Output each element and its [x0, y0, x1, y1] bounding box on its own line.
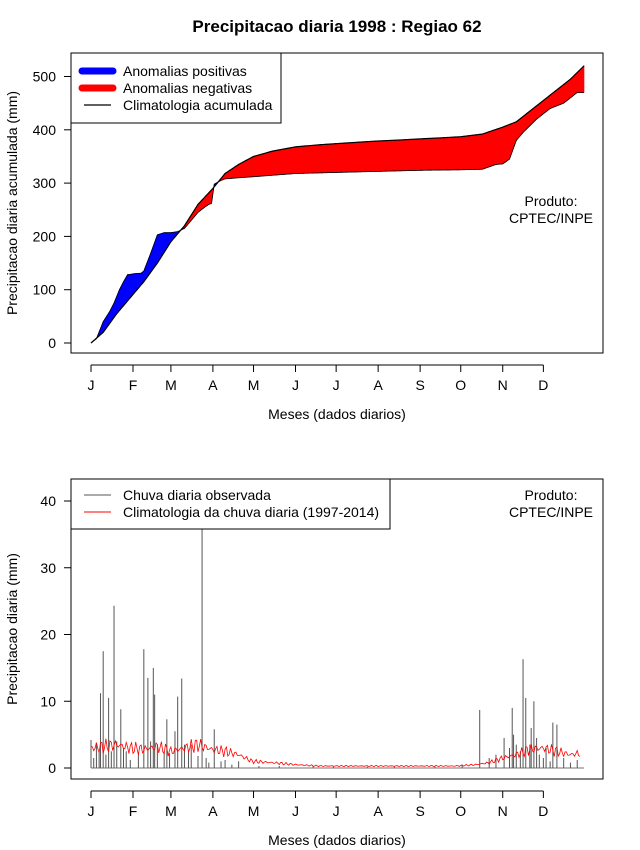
x-tick-label: M	[248, 377, 260, 393]
legend-label-observed: Chuva diaria observada	[123, 487, 271, 503]
x-tick-label: N	[498, 803, 508, 819]
climatology-cumulative-line	[90, 65, 585, 344]
legend-label-climatology: Climatologia da chuva diaria (1997-2014)	[123, 504, 379, 520]
x-tick-label: D	[538, 377, 548, 393]
y-tick-label: 300	[33, 175, 57, 191]
annotation-produto: Produto:	[525, 487, 578, 503]
x-tick-label: M	[165, 803, 177, 819]
climatology-daily-line	[90, 738, 581, 768]
y-tick-label: 0	[48, 760, 56, 776]
x-tick-label: J	[333, 377, 340, 393]
x-axis-label: Meses (dados diarios)	[268, 832, 406, 848]
y-tick-label: 40	[40, 493, 56, 509]
legend-label-positive: Anomalias positivas	[123, 63, 247, 79]
legend-label-climatology: Climatologia acumulada	[123, 97, 273, 113]
x-tick-label: M	[248, 803, 260, 819]
y-tick-label: 0	[48, 335, 56, 351]
legend-box	[70, 478, 391, 530]
x-tick-label: A	[208, 377, 218, 393]
observed-cumulative-line	[90, 92, 584, 344]
x-tick-label: A	[208, 803, 218, 819]
plot-frame	[70, 52, 604, 354]
x-tick-label: O	[455, 803, 466, 819]
x-tick-label: S	[415, 377, 424, 393]
x-tick-label: J	[292, 377, 299, 393]
legend-label-negative: Anomalias negativas	[123, 80, 252, 96]
x-tick-label: A	[373, 803, 383, 819]
x-tick-label: F	[129, 377, 138, 393]
annotation-cptec: CPTEC/INPE	[509, 504, 593, 520]
y-tick-label: 10	[40, 693, 56, 709]
x-tick-label: A	[373, 377, 383, 393]
y-axis-label: Precipitacao diaria (mm)	[4, 553, 20, 705]
y-tick-label: 100	[33, 282, 57, 298]
x-tick-label: J	[333, 803, 340, 819]
y-tick-label: 20	[40, 627, 56, 643]
legend: Chuva diaria observada Climatologia da c…	[70, 478, 391, 530]
y-axis-label: Precipitacao diaria acumulada (mm)	[4, 91, 20, 315]
y-tick-label: 400	[33, 122, 57, 138]
y-tick-label: 30	[40, 560, 56, 576]
negative-anomaly-area	[582, 65, 585, 93]
chart-title: Precipitacao diaria 1998 : Regiao 62	[192, 17, 481, 36]
y-tick-label: 200	[33, 228, 57, 244]
x-tick-label: D	[538, 803, 548, 819]
annotation-produto: Produto:	[525, 193, 578, 209]
x-tick-label: F	[129, 803, 138, 819]
x-tick-label: N	[498, 377, 508, 393]
x-tick-label: M	[165, 377, 177, 393]
x-tick-label: J	[88, 803, 95, 819]
x-axis-label: Meses (dados diarios)	[268, 406, 406, 422]
legend: Anomalias positivas Anomalias negativas …	[70, 52, 282, 124]
y-tick-label: 500	[33, 69, 57, 85]
x-tick-label: S	[415, 803, 424, 819]
x-tick-label: O	[455, 377, 466, 393]
annotation-cptec: CPTEC/INPE	[509, 210, 593, 226]
cumulative-precipitation-chart: 0 100 200 300 400 500 J F M A M J J A S O N D Meses (dad…	[4, 52, 604, 422]
x-tick-label: J	[292, 803, 299, 819]
x-tick-label: J	[88, 377, 95, 393]
daily-precipitation-chart: 0 10 20 30 40 J F M A M J J A S O N D Meses (dados diar…	[4, 478, 604, 848]
